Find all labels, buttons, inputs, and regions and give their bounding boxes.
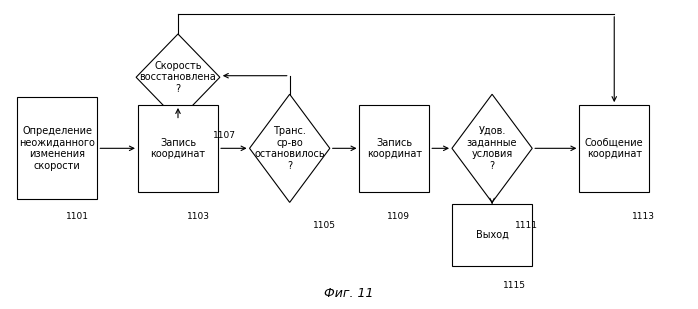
Text: 1109: 1109 <box>387 212 410 221</box>
Text: Выход: Выход <box>475 230 509 240</box>
Bar <box>452 204 532 266</box>
Text: 1103: 1103 <box>187 212 210 221</box>
Text: 1105: 1105 <box>313 221 336 230</box>
Text: 1111: 1111 <box>515 221 538 230</box>
Text: Транс.
ср-во
остановилось
?: Транс. ср-во остановилось ? <box>254 126 325 171</box>
Text: Удов.
заданные
условия
?: Удов. заданные условия ? <box>467 126 517 171</box>
Polygon shape <box>452 94 532 202</box>
Text: 1113: 1113 <box>632 212 655 221</box>
Text: 1107: 1107 <box>213 131 236 140</box>
Bar <box>579 105 649 192</box>
Text: 1101: 1101 <box>66 212 89 221</box>
Text: Фиг. 11: Фиг. 11 <box>325 287 373 300</box>
Text: Запись
координат: Запись координат <box>367 138 422 159</box>
Bar <box>138 105 218 192</box>
Polygon shape <box>250 94 329 202</box>
Text: Определение
неожиданного
изменения
скорости: Определение неожиданного изменения скоро… <box>20 126 95 171</box>
Text: Сообщение
координат: Сообщение координат <box>585 138 644 159</box>
Bar <box>359 105 429 192</box>
Text: 1115: 1115 <box>503 281 526 290</box>
Bar <box>17 97 98 199</box>
Polygon shape <box>136 34 220 121</box>
Text: Скорость
восстановлена
?: Скорость восстановлена ? <box>140 61 216 94</box>
Text: Запись
координат: Запись координат <box>151 138 205 159</box>
